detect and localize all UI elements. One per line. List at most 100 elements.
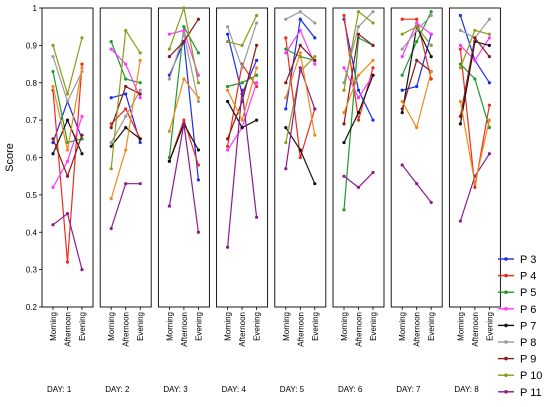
legend-label: P 7 [520, 320, 536, 332]
data-point [240, 66, 244, 70]
panel-frame [99, 7, 152, 308]
x-tick-label: Evening [78, 312, 87, 341]
panel-frame [157, 7, 210, 308]
data-point [182, 118, 186, 122]
data-point [240, 81, 244, 85]
data-point [182, 77, 186, 81]
data-point [415, 21, 419, 25]
data-point [226, 148, 230, 152]
data-point [342, 140, 346, 145]
data-point [429, 69, 433, 74]
data-point [80, 66, 84, 70]
legend-label: P 6 [520, 304, 536, 316]
x-tick-label: Morning [165, 312, 174, 341]
data-point [124, 107, 128, 111]
panel-label: DAY: 5 [280, 385, 305, 394]
data-point [255, 215, 259, 219]
data-point [313, 58, 317, 62]
data-point [342, 88, 346, 92]
data-point [226, 25, 230, 29]
data-point [255, 13, 259, 18]
data-point [415, 182, 419, 186]
data-point [65, 92, 70, 96]
data-point [182, 32, 186, 36]
x-tick-label: Morning [282, 312, 291, 341]
data-point [284, 81, 288, 85]
data-point [51, 223, 55, 227]
data-point [109, 167, 113, 171]
data-point [109, 126, 113, 130]
data-point [196, 163, 200, 167]
data-point [313, 36, 317, 40]
data-point [487, 17, 491, 21]
legend-marker [504, 373, 508, 378]
data-point [226, 245, 230, 249]
legend-label: P 8 [520, 337, 536, 349]
y-tick-label: 1 [33, 4, 38, 13]
data-point [429, 10, 433, 14]
data-point [371, 58, 375, 62]
panel-label: DAY: 4 [222, 385, 247, 394]
data-point [80, 62, 84, 66]
series-line [227, 90, 258, 248]
data-point [226, 99, 230, 104]
data-point [342, 174, 346, 178]
data-point [458, 28, 462, 33]
x-tick-label: Morning [224, 312, 233, 341]
data-point [109, 144, 113, 148]
data-point [240, 88, 244, 92]
series-line [168, 122, 199, 162]
x-tick-label: Evening [194, 312, 203, 341]
data-point [167, 129, 171, 133]
data-point [371, 10, 375, 14]
data-point [284, 140, 288, 145]
series-line [343, 171, 374, 189]
data-point [371, 73, 375, 77]
data-point [51, 84, 55, 89]
x-tick-label: Afternoon [471, 312, 480, 347]
x-tick-label: Afternoon [238, 312, 247, 347]
data-point [284, 167, 288, 171]
x-tick-label: Afternoon [413, 312, 422, 347]
x-tick-label: Afternoon [355, 312, 364, 347]
x-tick-label: Afternoon [180, 312, 189, 347]
legend-marker [504, 307, 508, 311]
data-point [167, 47, 171, 51]
data-point [487, 152, 491, 156]
data-point [458, 13, 462, 18]
data-point [415, 126, 419, 130]
data-point [51, 152, 55, 156]
data-point [196, 51, 200, 55]
data-point [356, 32, 361, 36]
data-point [167, 159, 171, 163]
data-point [255, 58, 259, 62]
data-point [400, 73, 404, 77]
y-tick-label: 0.6 [26, 154, 38, 163]
data-point [255, 118, 259, 122]
data-point [182, 122, 186, 126]
data-point [51, 43, 55, 47]
data-point [196, 148, 200, 152]
data-point [298, 17, 302, 21]
data-point [80, 133, 84, 137]
data-point [429, 43, 433, 47]
data-point [487, 36, 491, 40]
legend-marker [504, 340, 508, 344]
data-point [298, 148, 302, 152]
data-point [284, 126, 288, 130]
data-point [124, 114, 128, 118]
data-point [65, 260, 70, 264]
data-point [356, 118, 361, 122]
data-point [342, 111, 346, 115]
data-point [356, 88, 361, 92]
data-point [226, 137, 230, 141]
data-point [255, 21, 259, 25]
data-point [138, 182, 142, 186]
data-point [109, 197, 113, 201]
series-line [343, 75, 374, 143]
data-point [458, 43, 462, 47]
data-point [109, 226, 113, 231]
data-point [313, 21, 317, 25]
legend-label: P 9 [520, 354, 536, 366]
